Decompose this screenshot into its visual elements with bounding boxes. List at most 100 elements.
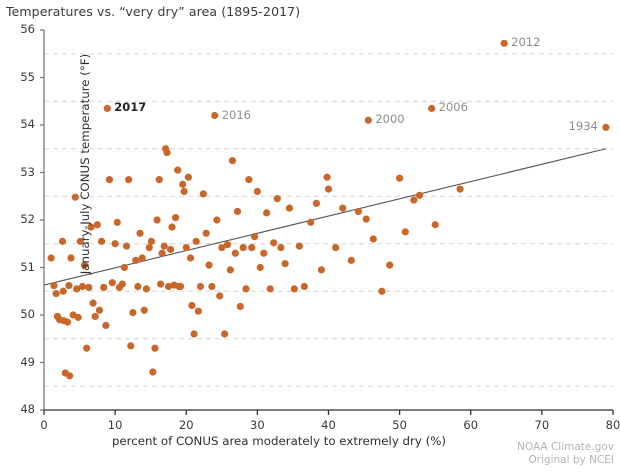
data-point (176, 282, 185, 291)
annotation-label-2016: 2016 (221, 107, 251, 122)
annotation-label-2012: 2012 (511, 35, 541, 50)
data-point (196, 282, 205, 291)
data-point (134, 282, 142, 291)
data-point (52, 290, 60, 298)
data-point (273, 195, 281, 203)
data-point (93, 221, 101, 229)
data-point (74, 313, 82, 321)
y-tick-label: 51 (20, 259, 35, 274)
data-point (317, 266, 325, 274)
data-point (120, 263, 128, 272)
data-point (83, 344, 91, 352)
data-point (332, 243, 340, 252)
data-point (216, 292, 224, 300)
y-tick-label: 54 (20, 117, 35, 131)
data-point (208, 282, 216, 291)
data-point (211, 111, 219, 120)
data-point (158, 249, 166, 257)
data-point (118, 280, 126, 288)
x-axis-title: percent of CONUS area moderately to extr… (111, 434, 447, 448)
data-point (190, 330, 198, 338)
data-point (136, 229, 144, 237)
data-point (256, 263, 264, 272)
data-point (500, 39, 508, 47)
data-point (71, 193, 79, 201)
y-axis-title: January-July CONUS temperature (°F) (78, 53, 92, 275)
data-point (157, 280, 165, 288)
y-tick-label: 55 (20, 69, 35, 84)
axis-lines-group (43, 30, 613, 411)
data-point (401, 228, 409, 236)
data-point (194, 307, 202, 315)
data-point (145, 243, 153, 252)
trendline-group (43, 148, 607, 286)
data-point (138, 254, 146, 262)
data-point (245, 176, 253, 184)
data-point (113, 218, 121, 226)
data-point (174, 166, 182, 174)
x-tick-label: 80 (605, 418, 620, 432)
chart-title: Temperatures vs. “very dry” area (1895-2… (6, 4, 301, 19)
data-point (100, 283, 108, 292)
data-point (260, 249, 268, 257)
y-tick-label: 56 (20, 22, 35, 36)
y-tick-label: 48 (20, 402, 35, 416)
data-point (415, 191, 424, 199)
data-point (428, 104, 436, 112)
data-point (300, 282, 308, 291)
data-point (67, 254, 75, 262)
data-point (253, 187, 261, 196)
data-point (602, 123, 610, 131)
axis-ticks-group (40, 29, 614, 415)
x-tick-label: 40 (321, 418, 336, 432)
data-point (58, 237, 67, 245)
data-point (50, 281, 58, 290)
data-point (47, 254, 55, 262)
data-point (323, 173, 331, 181)
data-point (364, 116, 372, 124)
data-point (105, 176, 114, 184)
y-tick-label: 53 (20, 164, 35, 179)
data-point (153, 216, 161, 224)
trendline (43, 148, 607, 286)
data-point (182, 243, 190, 252)
data-point (63, 318, 72, 326)
data-point (98, 237, 106, 245)
credit-line-2: Original by NCEI (528, 454, 614, 466)
data-point (186, 254, 195, 262)
data-point (202, 229, 210, 237)
data-point (369, 235, 377, 243)
data-point (295, 242, 303, 250)
data-point (66, 372, 74, 380)
data-point (307, 218, 315, 226)
data-point (132, 256, 140, 264)
data-point (122, 242, 131, 250)
data-point (396, 174, 404, 182)
x-tick-label: 10 (107, 418, 123, 432)
data-point (250, 233, 259, 241)
annotation-label-2017: 2017 (114, 100, 147, 115)
data-point (179, 180, 187, 188)
credit-line-1: NOAA Climate.gov (517, 441, 614, 453)
y-tick-label: 52 (20, 212, 35, 226)
data-point (155, 176, 163, 184)
data-point (362, 215, 370, 223)
data-point (266, 285, 274, 293)
data-point (125, 176, 133, 184)
x-tick-label: 30 (250, 418, 265, 432)
data-point (263, 209, 271, 217)
data-point (151, 344, 159, 352)
data-point (236, 302, 244, 311)
data-point (164, 282, 173, 291)
data-point (223, 241, 232, 249)
data-point (431, 221, 439, 229)
data-point (213, 216, 221, 224)
data-point (339, 204, 347, 212)
data-point (184, 173, 192, 181)
data-point (76, 237, 84, 245)
data-point (226, 266, 234, 274)
data-points-group (47, 39, 610, 380)
data-point (188, 301, 196, 310)
data-point (168, 223, 176, 231)
